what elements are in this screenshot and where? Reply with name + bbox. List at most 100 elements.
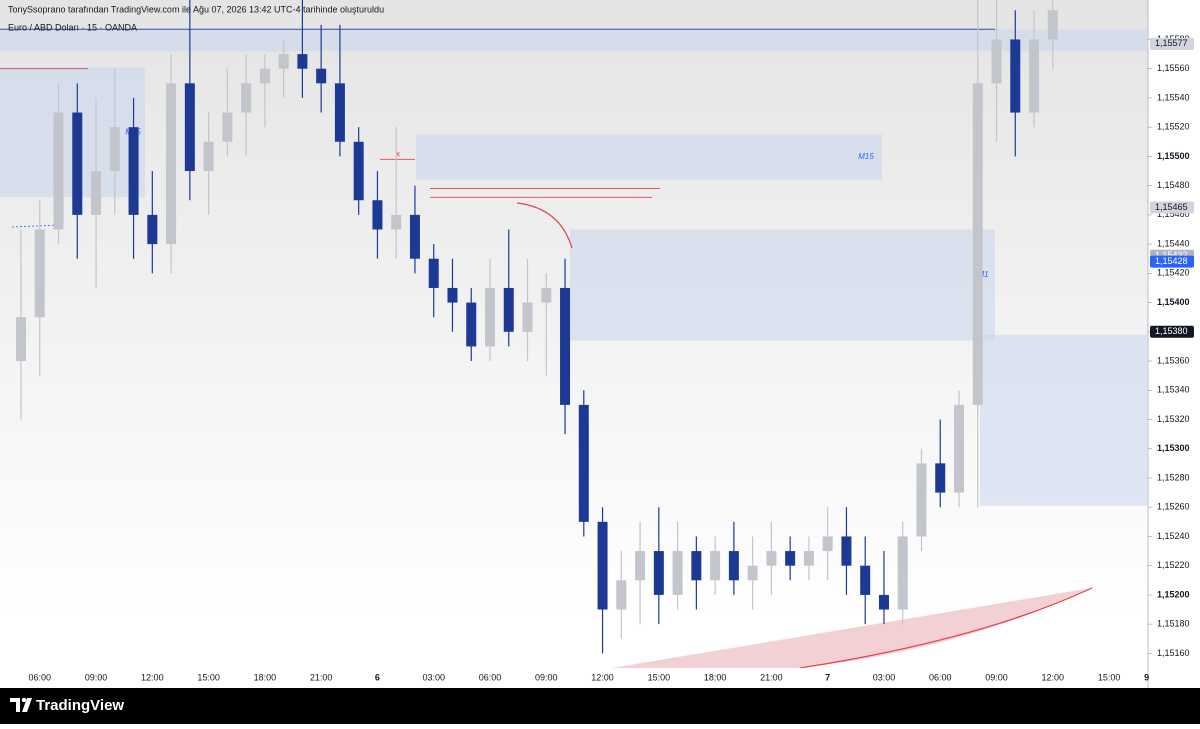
candle-body: [353, 141, 364, 201]
y-tick-label: 1,15280: [1157, 472, 1190, 482]
zone-label: M15: [858, 152, 874, 161]
candle-body: [147, 214, 158, 245]
candle-body: [785, 551, 796, 566]
x-tick-label: 12:00: [1042, 672, 1065, 682]
x-tick-label: 03:00: [422, 672, 445, 682]
price-label-box: [1150, 37, 1194, 50]
candle-body: [541, 287, 552, 303]
price-axis: [1148, 0, 1200, 688]
candle-body: [878, 594, 889, 610]
candle-body: [428, 258, 439, 288]
candle-body: [728, 551, 739, 581]
y-tick-label: 1,15360: [1157, 355, 1190, 365]
candle-body: [1029, 39, 1040, 113]
candle-body: [747, 565, 758, 581]
candle-body: [72, 112, 83, 215]
y-tick-label: 1,15540: [1157, 92, 1190, 102]
candle-body: [954, 404, 964, 493]
zone-label: M1: [977, 270, 988, 279]
candle-body: [803, 551, 814, 566]
x-tick-label: 03:00: [873, 672, 896, 682]
dashed-line: [11, 224, 61, 228]
x-tick-label: 21:00: [760, 672, 783, 682]
candle-body: [597, 521, 608, 610]
candle-body: [16, 317, 26, 362]
candle-body: [560, 287, 571, 405]
price-label: 1,15465: [1155, 202, 1188, 212]
candle-body: [485, 287, 495, 347]
candle-body: [391, 214, 402, 230]
zone: [570, 229, 995, 341]
x-tick-label: 12:00: [141, 672, 164, 682]
y-tick-label: 1,15340: [1157, 385, 1190, 395]
y-tick-label: 1,15160: [1157, 648, 1190, 658]
price-label: 1,15577: [1155, 38, 1188, 48]
x-tick-label: 18:00: [254, 672, 277, 682]
zone: [416, 134, 882, 180]
y-tick-label: 1,15200: [1157, 589, 1190, 599]
candle-body: [334, 83, 345, 142]
x-tick-label: 21:00: [310, 672, 333, 682]
candle-body: [409, 214, 420, 259]
price-label-box: [1150, 201, 1194, 214]
candle-body: [822, 536, 833, 552]
candle-body: [166, 83, 177, 245]
candle-body: [34, 229, 45, 318]
candle-body: [53, 112, 64, 230]
candle-body: [278, 54, 289, 69]
candle-body: [241, 83, 252, 113]
y-tick-label: 1,15440: [1157, 238, 1190, 248]
candle-body: [297, 54, 308, 69]
candle-body: [522, 302, 533, 332]
candle-body: [203, 141, 214, 172]
candle-body: [916, 463, 927, 537]
x-tick-label: 12:00: [591, 672, 614, 682]
x-tick-label: 15:00: [648, 672, 671, 682]
y-tick-label: 1,15180: [1157, 619, 1190, 629]
arc-drawing: [516, 202, 573, 249]
x-tick-label: 15:00: [197, 672, 220, 682]
curve-drawing: [799, 587, 1093, 668]
x-tick-label: 06:00: [28, 672, 51, 682]
x-tick-label: 06:00: [929, 672, 952, 682]
y-tick-label: 1,15560: [1157, 63, 1190, 73]
y-tick-label: 1,15260: [1157, 502, 1190, 512]
y-tick-label: 1,15300: [1157, 443, 1190, 453]
header-text: TonySsoprano tarafından TradingView.com …: [8, 4, 384, 14]
plot: M15M15M1x: [0, 0, 1148, 668]
candle-body: [372, 200, 383, 230]
x-tick-label: 15:00: [1098, 672, 1121, 682]
candle-body: [466, 302, 477, 347]
candle-body: [972, 83, 983, 405]
candle-body: [766, 551, 777, 566]
candle-body: [184, 83, 195, 172]
footer-bar: [0, 688, 1200, 724]
x-tick-label: 06:00: [479, 672, 502, 682]
candle-body: [503, 287, 514, 332]
x-tick-label: 6: [375, 672, 380, 682]
brand-logo: [10, 697, 32, 712]
candle-body: [691, 551, 702, 581]
zone: [980, 334, 1148, 506]
symbol-legend: Euro / ABD Doları · 15 · OANDA: [8, 22, 137, 32]
price-label: 1,15428: [1155, 256, 1188, 266]
y-tick-label: 1,15520: [1157, 122, 1190, 132]
x-tick-label: 9: [1144, 672, 1149, 682]
candle-body: [860, 565, 871, 595]
candle-body: [616, 580, 627, 610]
x-tick-label: 7: [825, 672, 830, 682]
price-label: 1,15432: [1155, 250, 1188, 260]
candle-body: [316, 68, 327, 84]
price-label-box: [1150, 325, 1194, 338]
candle-body: [128, 127, 139, 215]
x-tick-label: 09:00: [535, 672, 558, 682]
y-tick-label: 1,15500: [1157, 151, 1190, 161]
candle-body: [578, 404, 589, 522]
zone: [0, 29, 1148, 52]
candle-body: [1010, 39, 1021, 113]
y-tick-label: 1,15400: [1157, 297, 1190, 307]
marker-label: x: [396, 149, 400, 158]
y-tick-label: 1,15460: [1157, 209, 1190, 219]
